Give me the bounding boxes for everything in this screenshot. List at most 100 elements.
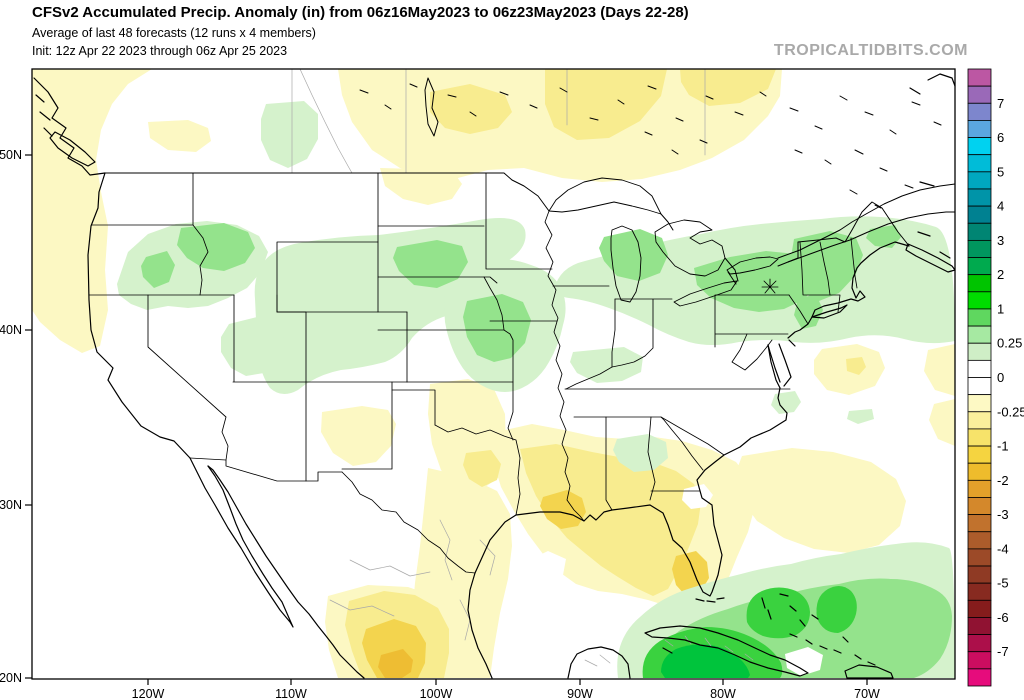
colorbar-segment	[967, 188, 992, 207]
colorbar-label: 7	[997, 96, 1004, 111]
lon-tick-label: 70W	[854, 687, 880, 700]
anomaly-region-louisiana-dry-gold	[540, 490, 586, 529]
anomaly-region-wtexas-dry-core	[463, 450, 501, 487]
colorbar-segment	[967, 514, 992, 533]
lon-tick-label: 110W	[275, 687, 307, 700]
anomaly-region-florida-white-gap	[682, 484, 713, 509]
colorbar-segment	[967, 634, 992, 653]
colorbar-segment	[967, 171, 992, 190]
colorbar-segment	[967, 582, 992, 601]
colorbar-segment	[967, 531, 992, 550]
colorbar-label: -5	[997, 576, 1009, 591]
colorbar-segment	[967, 291, 992, 310]
colorbar-label: -1	[997, 439, 1009, 454]
canada-border-layer	[104, 77, 956, 285]
anomaly-region-newengland-wet-core	[791, 231, 863, 301]
anomaly-region-prairie-dry-core	[430, 84, 512, 134]
colorbar-segment	[967, 359, 992, 378]
anomaly-region-ontario-dry-core	[545, 69, 667, 140]
colorbar-segment	[967, 394, 992, 413]
colorbar-segment	[967, 102, 992, 121]
anomaly-region-utah-wet-arm	[221, 317, 286, 376]
lat-tick-label: 50N	[0, 148, 22, 162]
anomaly-region-bc-coast-dry	[32, 69, 152, 353]
colorbar-label: -3	[997, 507, 1009, 522]
state-borders-layer	[88, 172, 858, 574]
anomaly-region-newyork-wet-core	[694, 251, 816, 312]
colorbar-segment	[967, 274, 992, 293]
great-lakes-layer	[548, 177, 779, 307]
colorbar-segment	[967, 85, 992, 104]
lat-tick-label: 30N	[0, 498, 22, 512]
anomaly-region-gulf-dry-core	[520, 444, 701, 596]
anomaly-region-gulf-white-gap	[527, 551, 566, 583]
lon-tick-label: 80W	[710, 687, 736, 700]
anomaly-region-atlantic-se-dry	[734, 448, 906, 553]
colorbar-segment	[967, 428, 992, 447]
anomaly-region-atlantic-wet-dash	[847, 409, 874, 424]
anomaly-region-atlantic-east-dry-1	[924, 344, 955, 396]
colorbar-label: 4	[997, 199, 1004, 214]
lon-tick-label: 90W	[567, 687, 593, 700]
anomaly-region-bahamas-east-wet-bright	[816, 585, 857, 633]
colorbar-segment	[967, 548, 992, 567]
colorbar-segment	[967, 222, 992, 241]
colorbar-segment	[967, 154, 992, 173]
colorbar-segment	[967, 137, 992, 156]
anomaly-region-nd-mn-dry	[380, 168, 462, 205]
colorbar-label: 6	[997, 130, 1004, 145]
colorbar-segment	[967, 668, 992, 687]
init-time-line: Init: 12z Apr 22 2023 through 06z Apr 25…	[32, 44, 288, 58]
anomaly-region-nm-tx-dry	[321, 406, 396, 466]
anomaly-region-midatl-dry-core	[846, 357, 866, 375]
colorbar-label: 1	[997, 301, 1004, 316]
colorbar-label: -7	[997, 644, 1009, 659]
anomaly-region-idaho-wet-core	[177, 223, 255, 271]
colorbar-segment	[967, 651, 992, 670]
anomaly-region-cuba-wet-deep	[661, 644, 750, 678]
page-subtitle: Average of last 48 forecasts (12 runs x …	[32, 26, 316, 40]
colorbar-label: 3	[997, 233, 1004, 248]
colorbar-segment	[967, 617, 992, 635]
colorbar-segment	[967, 120, 992, 138]
anomaly-region-carolina-wet-spot	[771, 391, 801, 414]
axis-ticks-layer: 50N 40N 30N 20N 120W 110W 100W 90W 80W 70W	[0, 148, 880, 700]
anomaly-region-ohio-valley-wet	[570, 347, 643, 383]
map-frame	[31, 68, 956, 680]
colorbar-label: -2	[997, 473, 1009, 488]
colorbar-label: -6	[997, 610, 1009, 625]
colorbar-segment	[967, 462, 992, 481]
colorbar-segment	[967, 377, 992, 396]
anomaly-region-bc-interior-dry	[148, 120, 211, 152]
anomaly-region-georgia-wet-spot	[613, 434, 668, 472]
colorbar-segment	[967, 445, 992, 464]
watermark-logo: TROPICALTIDBITS.COM	[773, 42, 968, 59]
colorbar-label: 0	[997, 370, 1004, 385]
colorbar-segment	[967, 308, 992, 327]
page-title: CFSv2 Accumulated Precip. Anomaly (in) f…	[32, 4, 689, 21]
colorbar-label: 5	[997, 164, 1004, 179]
colorbar-segment	[967, 599, 992, 618]
colorbar-segment	[967, 411, 992, 430]
colorbar-segment	[967, 479, 992, 498]
colorbar-label: -0.25	[997, 404, 1024, 419]
coastline-layer	[33, 73, 956, 679]
anomaly-region-quebec-dry-core	[680, 69, 776, 106]
colorbar-segment	[967, 497, 992, 516]
lon-tick-label: 100W	[420, 687, 453, 700]
gray-boundaries-layer	[291, 68, 754, 667]
colorbar-segment	[967, 205, 992, 224]
lon-tick-label: 120W	[132, 687, 165, 700]
colorbar-segment	[967, 257, 992, 276]
anomaly-region-sask-wet	[261, 101, 318, 168]
anomaly-region-njersey-wet-arm	[794, 294, 823, 329]
colorbar-label: 0.25	[997, 336, 1022, 351]
colorbar: 7 6 5 4 3 2 1 0.25 0 -0.25 -1 -2 -3 -4 -5 -6 -7	[967, 68, 1024, 687]
anomaly-region-bahamas-white-gap	[785, 647, 823, 676]
anomaly-shading-layer	[32, 69, 955, 678]
anomaly-region-atlantic-east-dry-2	[929, 399, 955, 446]
colorbar-segment	[967, 325, 992, 344]
anomaly-region-maine-wet-spot	[866, 225, 901, 248]
